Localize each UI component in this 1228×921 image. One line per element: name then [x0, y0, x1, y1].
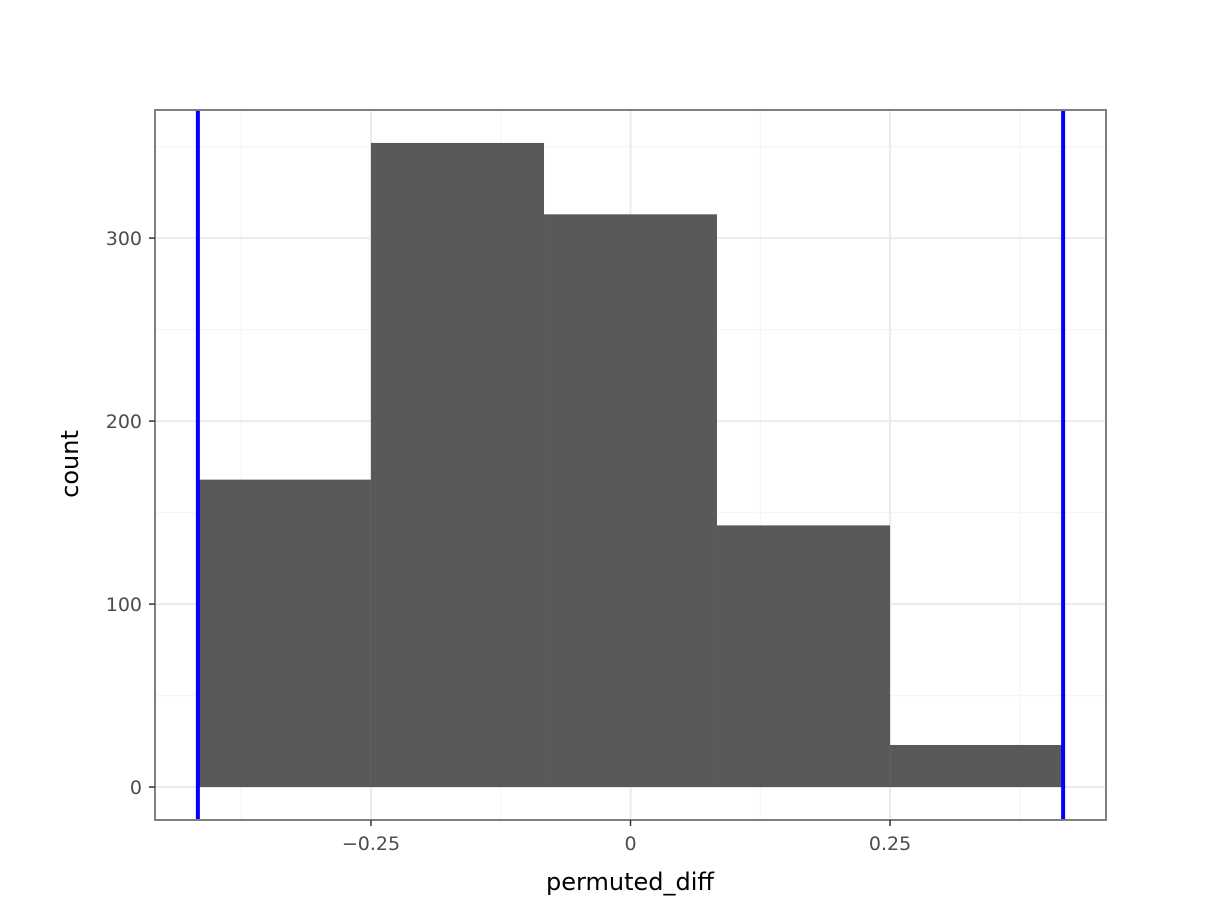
histogram-bar: [544, 214, 717, 788]
y-tick-label: 200: [106, 411, 142, 433]
x-axis-title: permuted_diff: [546, 868, 714, 896]
y-axis-title: count: [56, 430, 84, 498]
histogram-bar: [197, 479, 371, 788]
histogram-bar: [716, 525, 891, 788]
y-tick-label: 300: [106, 228, 142, 250]
x-tick-label: 0.25: [869, 833, 911, 855]
y-tick-label: 0: [130, 777, 142, 799]
x-tick-label: −0.25: [342, 833, 400, 855]
ticks: −0.25 0 0.25 0 100 200 300: [106, 228, 911, 855]
x-tick-label: 0: [624, 833, 636, 855]
histogram-bar: [890, 744, 1064, 788]
histogram-bar: [370, 142, 545, 788]
bars: [197, 142, 1064, 788]
reference-lines: [195, 110, 1066, 820]
y-tick-label: 100: [106, 594, 142, 616]
